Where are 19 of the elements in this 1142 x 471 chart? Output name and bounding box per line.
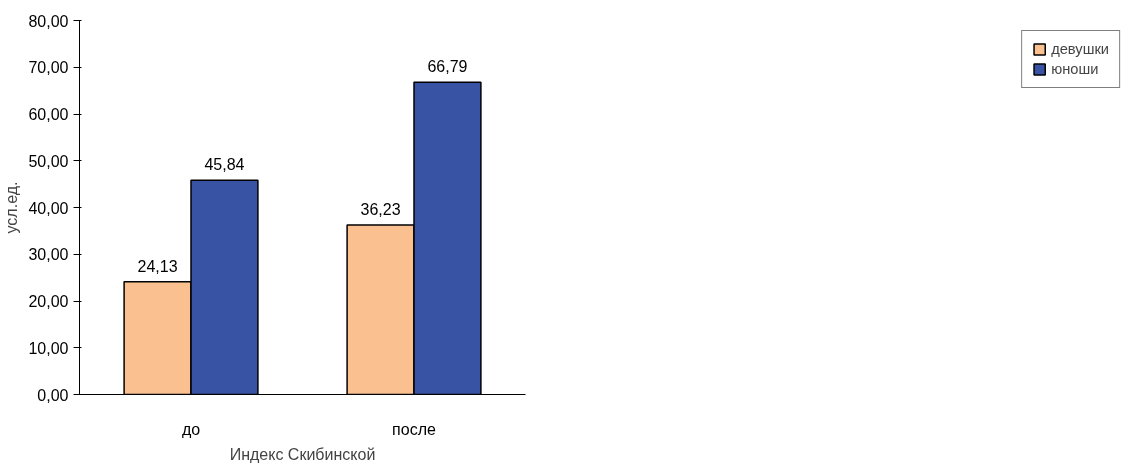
data-label: 36,23 [360,201,401,219]
y-tick-label: 50,00 [28,152,69,170]
y-tick-label: 70,00 [28,59,69,77]
y-tick-label: 0,00 [37,386,69,404]
y-tick-label: 10,00 [28,339,69,357]
data-label: 24,13 [137,257,178,275]
y-tick-label: 40,00 [28,199,69,217]
y-tick-label: 30,00 [28,246,69,264]
legend-label: юноши [1051,61,1099,77]
y-tick-label: 20,00 [28,293,69,310]
x-tick-label: после [392,420,436,438]
y-axis-title: усл.ед. [3,181,21,234]
data-label: 66,79 [427,58,468,76]
legend-label: девушки [1051,41,1109,57]
y-tick-label: 80,00 [28,12,69,30]
y-tick-label: 60,00 [28,106,69,123]
data-label: 45,84 [204,156,245,174]
x-axis-title: Индекс Скибинской [229,445,376,463]
x-tick-label: до [181,420,201,438]
